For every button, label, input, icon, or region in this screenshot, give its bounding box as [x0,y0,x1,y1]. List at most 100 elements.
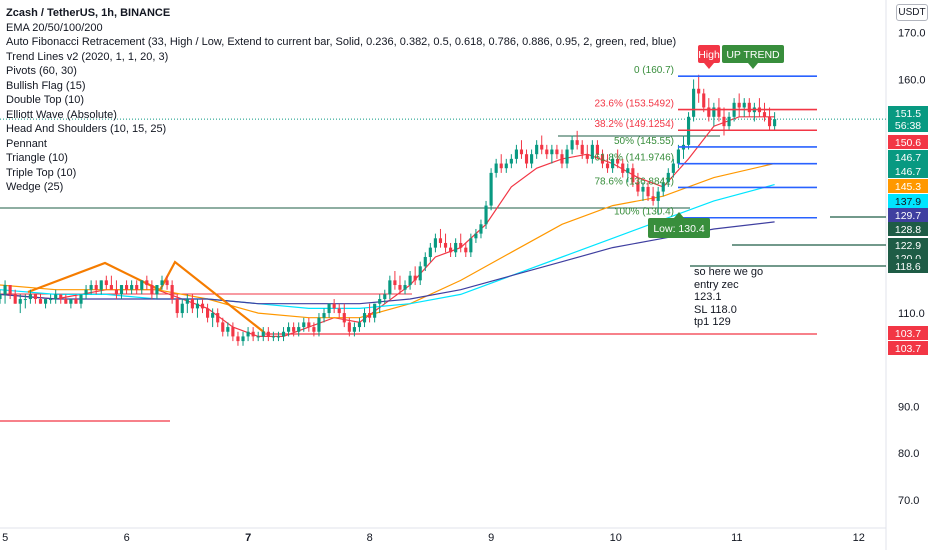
price-label-text: 122.9 [895,240,921,252]
indicator-bullish-flag[interactable]: Bullish Flag (15) [6,79,86,92]
candle-body [504,163,508,169]
candle-body [388,280,392,295]
indicator-wedge[interactable]: Wedge (25) [6,181,64,193]
price-axis-label: 146.7 [888,150,928,164]
callout-box [722,45,784,63]
indicator-double-top[interactable]: Double Top (10) [6,94,85,106]
indicator-ema[interactable]: EMA 20/50/100/200 [6,21,103,34]
indicator-fib[interactable]: Auto Fibonacci Retracement (33, High / L… [6,36,677,48]
candle-body [140,280,144,290]
candle-body [631,168,635,183]
candle-body [403,285,407,290]
candle-body [717,107,721,117]
candle-body [464,247,468,253]
candle-body [540,144,544,150]
candle-body [671,163,675,173]
price-label-bg [888,222,928,236]
candle-body [150,285,154,295]
candle-body [0,294,2,300]
indicator-triple-top[interactable]: Triple Top (10) [6,166,77,179]
trade-note: so here we go entry zec 123.1 SL 118.0 t… [694,266,763,329]
currency-badge[interactable]: USDT [896,4,928,21]
price-label-text: 103.7 [895,343,921,355]
candle-body [64,299,68,304]
candle-body [145,280,149,286]
candle-body [195,303,200,309]
candle-body [418,266,422,281]
ema-line [0,116,775,337]
candle-body [200,303,205,309]
candle-body [38,299,43,304]
price-label-bg [888,135,928,149]
candle-body [312,327,316,332]
x-tick-label: 8 [367,532,373,544]
symbol-title[interactable]: Zcash / TetherUS, 1h, BINANCE [6,7,171,19]
price-axis-label: 137.9 [888,194,928,208]
candle-body [231,327,235,337]
price-label-text: 118.6 [895,261,921,273]
ema-line [0,184,775,309]
candle-body [676,149,680,164]
candle-body [565,149,569,164]
candle-body [256,336,260,338]
candle-body [621,163,625,173]
price-label-bg [888,194,928,208]
candle-body [459,242,463,248]
candle-body [165,280,169,286]
candle-body [661,182,665,192]
price-label-bg [888,106,928,132]
candle-body [54,294,58,300]
candle-body [580,144,584,155]
candle-body [13,294,17,304]
candle-body [23,299,27,301]
price-label-bg [888,326,928,340]
candle-body [297,327,301,332]
candle-body [773,119,777,127]
price-axis-label: 129.7 [888,208,928,222]
candle-body [155,285,159,295]
indicator-trendlines[interactable]: Trend Lines v2 (2020, 1, 1, 20, 3) [6,50,169,63]
price-label-text: 150.6 [895,137,921,149]
price-axis-label: 146.7 [888,164,928,178]
candle-body [28,294,32,300]
candle-body [535,144,539,155]
price-label-text: 103.7 [895,328,921,340]
candle-body [74,299,78,304]
candle-body [454,242,458,253]
candle-body [135,285,139,290]
candle-body [408,275,412,286]
callout-box [648,218,710,238]
indicator-pennant[interactable]: Pennant [6,137,47,150]
price-label-bg [888,341,928,355]
callout-text: UP TREND [726,49,780,61]
candle-body [595,144,599,155]
indicator-head-shoulders[interactable]: Head And Shoulders (10, 15, 25) [6,123,167,135]
indicator-elliott-wave[interactable]: Elliott Wave (Absolute) [6,108,117,121]
candle-body [271,336,275,338]
indicator-triangle[interactable]: Triangle (10) [6,152,68,164]
indicator-pivots[interactable]: Pivots (60, 30) [6,65,77,77]
candle-body [666,172,670,183]
callout-0: Low: 130.4 [648,212,710,238]
x-tick-label: 11 [731,532,742,544]
y-tick-label: 70.0 [898,495,919,507]
candle-body [530,154,534,164]
price-label-bg [888,238,928,252]
price-label-countdown: 56:38 [895,120,921,132]
candle-body [292,327,296,332]
candle-body [545,149,549,155]
candle-body [190,299,194,309]
candle-body [570,140,574,150]
candle-body [236,336,240,342]
candle-body [398,285,402,290]
candle-body [114,289,119,295]
price-label-bg [888,179,928,193]
candle-body [626,168,630,173]
price-axis-label: 103.7 [888,326,928,340]
callout-2: UP TREND [722,45,784,69]
candle-body [261,331,265,337]
candle-body [692,88,696,117]
candle-body [611,158,615,169]
candle-body [94,285,98,290]
